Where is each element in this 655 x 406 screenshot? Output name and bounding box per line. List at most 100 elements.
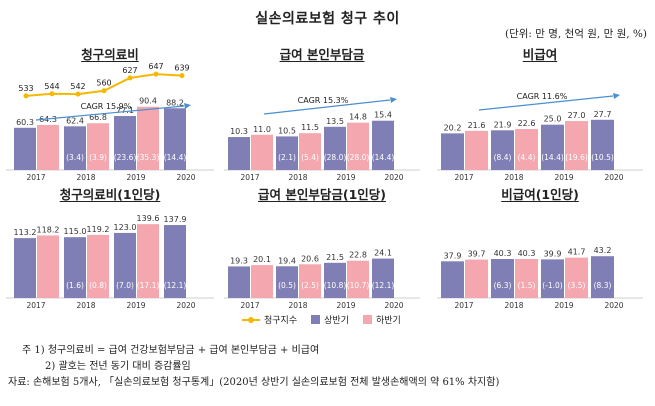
bar-second-half <box>87 123 109 170</box>
x-tick-label: 2019 <box>336 301 355 310</box>
bar-first-half <box>164 225 186 298</box>
bar-first-half <box>276 136 298 170</box>
data-label: 27.7 <box>594 110 612 119</box>
data-label: 10.3 <box>230 127 248 136</box>
bar-second-half <box>299 264 321 298</box>
bar-first-half <box>324 262 346 298</box>
cagr-arrow-line <box>478 95 614 111</box>
bar-first-half <box>14 127 36 170</box>
bar-first-half <box>276 266 298 298</box>
cagr-arrow-line <box>35 105 185 121</box>
chart-covered-copay: 급여 본인부담금 10.3 11.0 2017 10.5 (2.1) 11.5 (5.4) 2… <box>224 44 420 192</box>
bar-first-half <box>441 261 464 298</box>
x-tick-label: 2019 <box>554 301 573 310</box>
growth-label: (5.4) <box>301 153 319 162</box>
growth-label: (14.4) <box>164 153 187 162</box>
legend-line-icon <box>242 316 260 323</box>
bar-first-half <box>372 120 394 170</box>
growth-label: (3.4) <box>66 153 84 162</box>
bar-first-half <box>164 108 186 170</box>
data-label: 22.8 <box>349 251 367 260</box>
chart-non-covered-per-person: 비급여(1인당) 37.9 39.7 2017 40.3 (6.3) 40.3 (1.5) 2… <box>437 184 643 314</box>
x-tick-label: 2018 <box>76 301 95 310</box>
footnote-2: 2) 괄호는 전년 동기 대비 증감률임 <box>45 361 191 372</box>
claims-index-point <box>75 91 81 97</box>
chart-svg: 19.3 20.1 2017 19.4 (0.5) 20.6 (2.5) 2018 21.5 (1… <box>224 249 420 310</box>
x-tick-label: 2019 <box>554 173 573 182</box>
claims-index-point <box>101 88 107 94</box>
growth-label: (19.6) <box>565 153 588 162</box>
data-label: 22.6 <box>518 119 536 128</box>
data-label: 19.4 <box>278 256 296 265</box>
bar-first-half <box>324 126 346 170</box>
claims-index-point <box>49 91 55 97</box>
claims-index-label: 544 <box>44 82 59 91</box>
x-tick-label: 2018 <box>288 173 307 182</box>
cagr-arrow-head <box>613 93 620 99</box>
x-tick-label: 2020 <box>384 301 403 310</box>
bar-first-half <box>372 258 394 298</box>
bar-second-half <box>347 260 369 298</box>
bar-second-half <box>465 259 488 298</box>
x-tick-label: 2017 <box>454 301 473 310</box>
legend: 청구지수 상반기 하반기 <box>242 313 401 326</box>
bar-first-half <box>64 237 86 298</box>
data-label: 139.6 <box>137 214 160 223</box>
growth-label: (10.5) <box>591 153 614 162</box>
growth-label: (12.1) <box>164 281 187 290</box>
legend-item-first-half: 상반기 <box>311 313 349 326</box>
growth-label: (1.6) <box>66 281 84 290</box>
legend-swatch-icon <box>311 315 321 324</box>
legend-item-claims: 청구지수 <box>242 313 297 326</box>
claims-index-label: 627 <box>122 66 137 75</box>
data-label: 118.2 <box>37 225 60 234</box>
cagr-label: CAGR 11.6% <box>517 92 568 101</box>
x-tick-label: 2020 <box>176 301 195 310</box>
bar-first-half <box>491 130 514 170</box>
bar-first-half <box>64 126 86 170</box>
growth-label: (10.7) <box>347 281 370 290</box>
legend-swatch-icon <box>362 315 372 324</box>
growth-label: (28.0) <box>324 153 347 162</box>
x-tick-label: 2018 <box>504 301 523 310</box>
bar-second-half <box>37 235 59 298</box>
growth-label: (-1.0) <box>542 281 563 290</box>
chart-title: 청구의료비(1인당) <box>59 187 161 202</box>
x-tick-label: 2020 <box>384 173 403 182</box>
claims-index-point <box>179 73 185 79</box>
bar-first-half <box>541 259 564 298</box>
data-label: 113.2 <box>14 228 37 237</box>
data-label: 11.0 <box>253 125 271 134</box>
chart-title: 비급여(1인당) <box>501 187 579 202</box>
data-label: 119.2 <box>87 225 110 234</box>
bar-second-half <box>251 265 273 298</box>
chart-title: 비급여 <box>522 47 558 62</box>
cagr-label: CAGR 15.9% <box>81 102 132 111</box>
chart-svg: 37.9 39.7 2017 40.3 (6.3) 40.3 (1.5) 2018 39.9 (-… <box>437 246 643 310</box>
data-label: 14.8 <box>349 113 367 122</box>
x-tick-label: 2019 <box>126 173 145 182</box>
bar-first-half <box>541 124 564 170</box>
growth-label: (35.3) <box>137 153 160 162</box>
bar-first-half <box>228 266 250 298</box>
bar-second-half <box>87 234 109 298</box>
footnote-1: 주 1) 청구의료비 = 급여 건강보험부담금 + 급여 본인부담금 + 비급여 <box>22 345 320 356</box>
claims-index-point <box>127 75 133 81</box>
claims-index-label: 560 <box>96 79 111 88</box>
data-label: 62.4 <box>66 116 84 125</box>
chart-covered-copay-per-person: 급여 본인부담금(1인당) 19.3 20.1 2017 19.4 (0.5) 20.6 (… <box>224 184 420 314</box>
data-label: 11.5 <box>301 123 319 132</box>
bar-second-half <box>251 134 273 170</box>
growth-label: (10.8) <box>324 281 347 290</box>
bar-second-half <box>515 129 538 170</box>
bar-second-half <box>299 133 321 170</box>
claims-index-point <box>153 71 159 77</box>
x-tick-label: 2018 <box>288 301 307 310</box>
chart-title: 청구의료비 <box>81 47 139 62</box>
growth-label: (14.4) <box>372 153 395 162</box>
claims-index-label: 639 <box>174 64 189 73</box>
growth-label: (0.8) <box>89 281 107 290</box>
growth-label: (1.5) <box>518 281 536 290</box>
x-tick-label: 2019 <box>336 173 355 182</box>
bar-second-half <box>347 122 369 170</box>
